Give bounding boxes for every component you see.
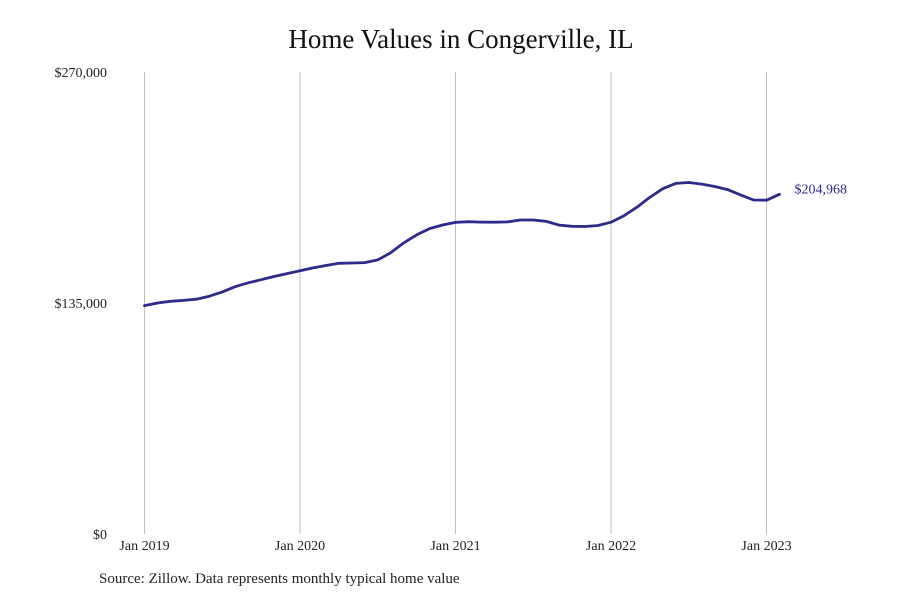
data-point xyxy=(700,182,703,186)
x-tick-label: Jan 2019 xyxy=(119,539,169,554)
source-note: Source: Zillow. Data represents monthly … xyxy=(99,571,460,587)
data-point xyxy=(259,278,263,281)
end-value-label: $204,968 xyxy=(794,182,847,197)
data-point xyxy=(208,295,211,298)
x-axis-ticks: Jan 2019 Jan 2020 Jan 2021 Jan 2022 Jan 2023 xyxy=(119,539,791,554)
data-point xyxy=(441,223,444,227)
data-point xyxy=(389,251,392,254)
data-point xyxy=(778,193,781,196)
gridlines xyxy=(144,72,767,534)
data-point xyxy=(583,225,587,228)
data-point xyxy=(752,198,755,202)
data-point xyxy=(739,193,742,197)
data-point xyxy=(156,301,159,305)
data-point xyxy=(247,281,250,284)
data-point xyxy=(169,300,172,303)
data-point xyxy=(674,182,677,185)
series-line xyxy=(143,181,781,307)
data-point xyxy=(480,220,483,224)
data-point xyxy=(506,220,509,224)
data-point xyxy=(350,261,353,265)
x-tick-label: Jan 2022 xyxy=(586,539,636,554)
x-tick-label: Jan 2023 xyxy=(741,539,791,554)
x-tick-label: Jan 2021 xyxy=(430,539,480,554)
data-point xyxy=(221,290,224,294)
data-point xyxy=(337,262,341,265)
data-point xyxy=(182,299,185,302)
data-point xyxy=(285,272,289,275)
data-point xyxy=(687,181,690,184)
data-labels: $204,968 xyxy=(794,182,847,197)
data-point xyxy=(234,285,237,288)
data-point xyxy=(570,225,574,228)
data-point xyxy=(622,214,626,217)
data-point xyxy=(454,221,457,224)
data-point xyxy=(713,185,716,188)
data-point xyxy=(765,199,768,202)
data-point xyxy=(311,266,315,270)
data-point xyxy=(272,275,276,278)
y-tick-label: $270,000 xyxy=(55,66,108,81)
data-point xyxy=(363,261,366,264)
data-point xyxy=(428,227,431,230)
data-point xyxy=(726,188,729,191)
data-point xyxy=(467,220,470,223)
data-point xyxy=(376,258,379,262)
data-point xyxy=(324,264,328,267)
series-layer xyxy=(143,181,781,307)
data-point xyxy=(661,187,664,190)
y-tick-label: $0 xyxy=(93,528,107,543)
data-point xyxy=(635,206,639,209)
data-point xyxy=(298,269,302,272)
x-tick-label: Jan 2020 xyxy=(275,539,325,554)
data-point xyxy=(558,223,561,227)
chart-title: Home Values in Congerville, IL xyxy=(288,24,634,54)
data-point xyxy=(545,220,548,223)
data-point xyxy=(648,196,652,199)
data-point xyxy=(493,221,496,224)
y-tick-label: $135,000 xyxy=(55,297,108,312)
data-point xyxy=(402,241,405,245)
data-point xyxy=(609,221,613,224)
data-point xyxy=(143,304,146,307)
data-point xyxy=(415,233,418,237)
data-point xyxy=(532,218,535,222)
data-point xyxy=(519,218,522,222)
data-point xyxy=(596,224,600,227)
y-axis-ticks: $0 $135,000 $270,000 xyxy=(55,66,108,543)
data-point xyxy=(195,298,198,301)
